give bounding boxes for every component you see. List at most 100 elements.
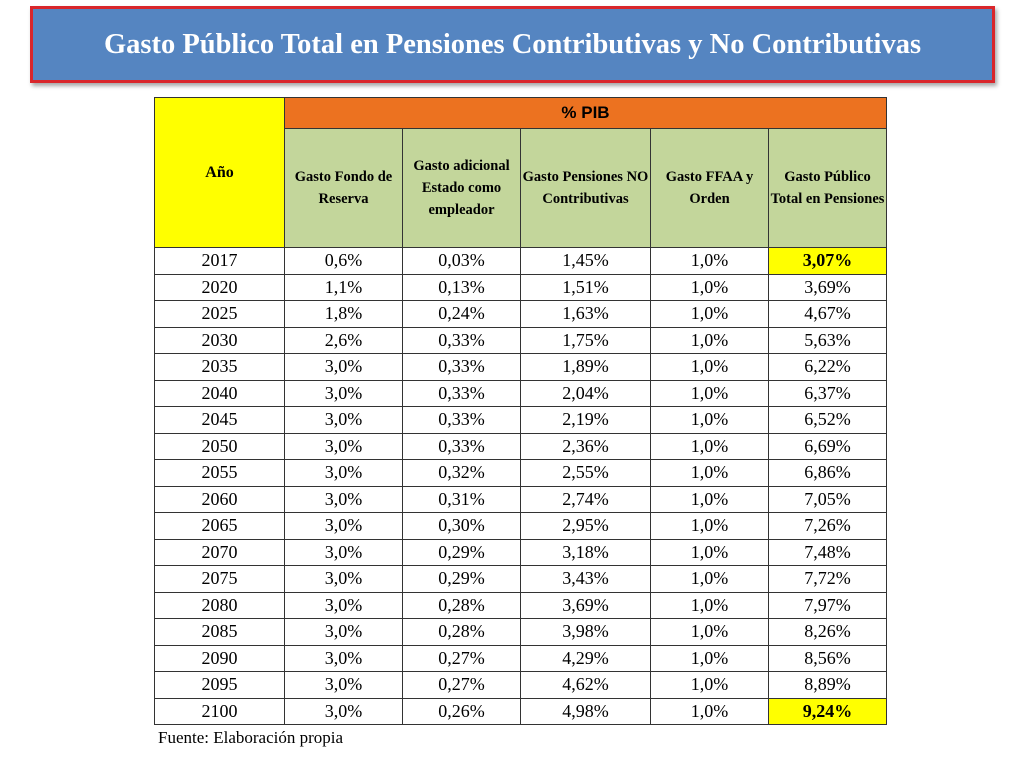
value-cell: 1,1%	[284, 273, 403, 301]
total-cell: 7,05%	[768, 485, 887, 513]
value-cell: 0,33%	[402, 379, 521, 407]
table-row: 2025 1,8% 0,24% 1,63% 1,0% 4,67%	[154, 300, 887, 328]
value-cell: 1,0%	[650, 697, 769, 725]
total-cell: 4,67%	[768, 300, 887, 328]
value-cell: 3,0%	[284, 485, 403, 513]
column-header-fondo-reserva: Gasto Fondo de Reserva	[284, 128, 403, 248]
table-row: 2050 3,0% 0,33% 2,36% 1,0% 6,69%	[154, 432, 887, 460]
year-cell: 2035	[154, 353, 285, 381]
value-cell: 1,0%	[650, 538, 769, 566]
table-row: 2020 1,1% 0,13% 1,51% 1,0% 3,69%	[154, 273, 887, 301]
value-cell: 3,0%	[284, 671, 403, 699]
value-cell: 1,63%	[520, 300, 651, 328]
pib-group-header: % PIB	[284, 97, 887, 129]
year-cell: 2060	[154, 485, 285, 513]
year-cell: 2075	[154, 565, 285, 593]
value-cell: 3,18%	[520, 538, 651, 566]
value-cell: 3,98%	[520, 618, 651, 646]
value-cell: 3,0%	[284, 512, 403, 540]
value-cell: 2,74%	[520, 485, 651, 513]
value-cell: 3,69%	[520, 591, 651, 619]
column-header-estado-empleador: Gasto adicional Estado como empleador	[402, 128, 521, 248]
table-row: 2045 3,0% 0,33% 2,19% 1,0% 6,52%	[154, 406, 887, 434]
year-cell: 2055	[154, 459, 285, 487]
value-cell: 4,29%	[520, 644, 651, 672]
value-cell: 1,0%	[650, 591, 769, 619]
value-cell: 1,0%	[650, 353, 769, 381]
total-cell: 3,69%	[768, 273, 887, 301]
column-header-total-pensiones: Gasto Público Total en Pensiones	[768, 128, 887, 248]
table-row: 2075 3,0% 0,29% 3,43% 1,0% 7,72%	[154, 565, 887, 593]
value-cell: 3,43%	[520, 565, 651, 593]
value-cell: 2,04%	[520, 379, 651, 407]
table-row: 2070 3,0% 0,29% 3,18% 1,0% 7,48%	[154, 538, 887, 566]
value-cell: 0,27%	[402, 671, 521, 699]
value-cell: 3,0%	[284, 591, 403, 619]
year-cell: 2065	[154, 512, 285, 540]
total-cell: 8,56%	[768, 644, 887, 672]
value-cell: 1,0%	[650, 644, 769, 672]
value-cell: 1,0%	[650, 300, 769, 328]
value-cell: 1,0%	[650, 565, 769, 593]
total-cell: 6,37%	[768, 379, 887, 407]
value-cell: 0,6%	[284, 247, 403, 275]
table-row: 2040 3,0% 0,33% 2,04% 1,0% 6,37%	[154, 379, 887, 407]
year-cell: 2080	[154, 591, 285, 619]
value-cell: 0,24%	[402, 300, 521, 328]
table-row: 2035 3,0% 0,33% 1,89% 1,0% 6,22%	[154, 353, 887, 381]
total-cell: 9,24%	[768, 697, 887, 725]
table-row: 2080 3,0% 0,28% 3,69% 1,0% 7,97%	[154, 591, 887, 619]
total-cell: 6,86%	[768, 459, 887, 487]
value-cell: 0,33%	[402, 326, 521, 354]
value-cell: 3,0%	[284, 353, 403, 381]
value-cell: 3,0%	[284, 618, 403, 646]
value-cell: 3,0%	[284, 379, 403, 407]
value-cell: 2,19%	[520, 406, 651, 434]
total-cell: 7,48%	[768, 538, 887, 566]
value-cell: 0,33%	[402, 353, 521, 381]
value-cell: 3,0%	[284, 459, 403, 487]
value-cell: 2,6%	[284, 326, 403, 354]
column-header-no-contributivas: Gasto Pensiones NO Contributivas	[520, 128, 651, 248]
total-cell: 7,26%	[768, 512, 887, 540]
pension-spending-table: Año % PIB Gasto Fondo de Reserva Gasto a…	[154, 97, 887, 725]
value-cell: 0,33%	[402, 406, 521, 434]
value-cell: 0,26%	[402, 697, 521, 725]
table-body: 2017 0,6% 0,03% 1,45% 1,0% 3,07% 2020 1,1% 0,13%…	[154, 247, 887, 725]
year-cell: 2040	[154, 379, 285, 407]
year-cell: 2085	[154, 618, 285, 646]
page-title: Gasto Público Total en Pensiones Contrib…	[103, 28, 922, 60]
value-cell: 2,36%	[520, 432, 651, 460]
column-header-ffaa-orden: Gasto FFAA y Orden	[650, 128, 769, 248]
year-cell: 2100	[154, 697, 285, 725]
total-cell: 7,72%	[768, 565, 887, 593]
year-cell: 2095	[154, 671, 285, 699]
header-row-columns: Gasto Fondo de Reserva Gasto adicional E…	[155, 128, 887, 248]
value-cell: 3,0%	[284, 697, 403, 725]
value-cell: 2,55%	[520, 459, 651, 487]
value-cell: 3,0%	[284, 538, 403, 566]
value-cell: 2,95%	[520, 512, 651, 540]
value-cell: 1,0%	[650, 432, 769, 460]
table-row: 2095 3,0% 0,27% 4,62% 1,0% 8,89%	[154, 671, 887, 699]
total-cell: 8,26%	[768, 618, 887, 646]
value-cell: 0,29%	[402, 565, 521, 593]
value-cell: 0,03%	[402, 247, 521, 275]
table-row: 2100 3,0% 0,26% 4,98% 1,0% 9,24%	[154, 697, 887, 725]
total-cell: 7,97%	[768, 591, 887, 619]
year-cell: 2017	[154, 247, 285, 275]
value-cell: 1,75%	[520, 326, 651, 354]
value-cell: 1,0%	[650, 671, 769, 699]
year-cell: 2050	[154, 432, 285, 460]
value-cell: 1,0%	[650, 485, 769, 513]
table-row: 2055 3,0% 0,32% 2,55% 1,0% 6,86%	[154, 459, 887, 487]
value-cell: 1,0%	[650, 512, 769, 540]
value-cell: 1,0%	[650, 273, 769, 301]
value-cell: 1,0%	[650, 326, 769, 354]
table-container: Año % PIB Gasto Fondo de Reserva Gasto a…	[154, 97, 887, 725]
value-cell: 0,28%	[402, 591, 521, 619]
year-column-header: Año	[154, 97, 285, 248]
value-cell: 0,29%	[402, 538, 521, 566]
source-note: Fuente: Elaboración propia	[158, 728, 344, 747]
value-cell: 1,8%	[284, 300, 403, 328]
